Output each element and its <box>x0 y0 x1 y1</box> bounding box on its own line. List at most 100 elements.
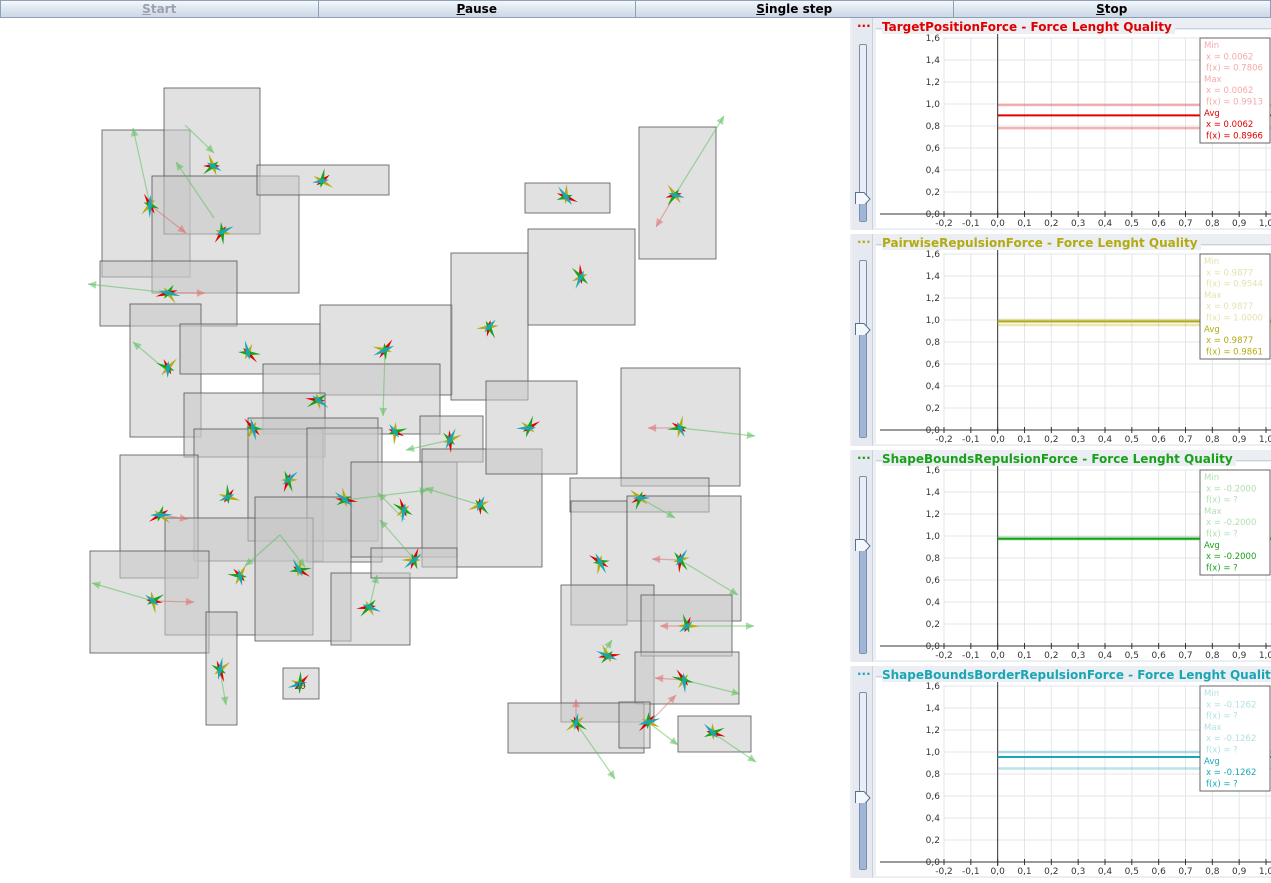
x-tick-label: -0,1 <box>962 435 980 444</box>
x-tick-label: 0,6 <box>1152 219 1167 228</box>
node-force-glyph[interactable] <box>145 591 165 614</box>
x-tick-label: 0,5 <box>1125 867 1139 876</box>
scale-slider-thumb[interactable] <box>855 539 871 552</box>
x-tick-label: 0,0 <box>991 435 1006 444</box>
single-step-button[interactable]: Single step <box>636 0 954 18</box>
legend-avg-fx: f(x) = ? <box>1206 779 1238 789</box>
node-force-glyph[interactable] <box>665 184 685 206</box>
shape-bounds-rect[interactable] <box>370 547 458 579</box>
force-quality-chart[interactable]: 0,0 0,2 0,4 0,6 0,8 1,0 1,2 1,4 1,6 -0,2 -0,1 0,0 0,… <box>876 234 1271 444</box>
node-force-glyph[interactable] <box>401 547 422 570</box>
node-force-glyph[interactable] <box>289 558 312 577</box>
legend-max-label: Max <box>1204 291 1222 301</box>
node-force-glyph[interactable] <box>148 505 173 524</box>
node-force-glyph[interactable] <box>281 470 298 493</box>
y-tick-label: 0,8 <box>926 770 941 780</box>
x-tick-label: 0,3 <box>1071 219 1085 228</box>
legend-avg-x: x = 0.0062 <box>1206 120 1253 130</box>
scale-slider-thumb[interactable] <box>855 323 871 336</box>
node-force-glyph[interactable] <box>588 553 610 575</box>
y-tick-label: 0,8 <box>926 554 941 564</box>
node-force-glyph[interactable] <box>673 549 690 573</box>
force-quality-chart[interactable]: 0,0 0,2 0,4 0,6 0,8 1,0 1,2 1,4 1,6 -0,2 -0,1 0,0 0,… <box>876 450 1271 660</box>
legend-avg-label: Avg <box>1204 757 1220 767</box>
y-tick-label: 1,6 <box>926 466 941 476</box>
node-force-glyph[interactable] <box>372 339 395 360</box>
node-force-glyph[interactable] <box>677 613 700 633</box>
node-force-glyph[interactable] <box>443 428 462 453</box>
panel-menu-button[interactable]: ... <box>857 16 871 30</box>
force-vector-arrow <box>369 574 379 606</box>
x-tick-label: 1,0 <box>1259 435 1271 444</box>
force-vector-arrow <box>149 204 187 234</box>
shape-bounds-rect[interactable] <box>485 380 578 475</box>
scale-slider-track[interactable] <box>859 692 867 870</box>
scale-slider-track[interactable] <box>859 44 867 222</box>
legend-max-label: Max <box>1204 723 1222 733</box>
node-force-glyph[interactable] <box>703 723 726 740</box>
force-vector-arrow <box>712 732 757 763</box>
node-force-glyph[interactable] <box>211 657 231 683</box>
x-tick-label: 1,0 <box>1259 867 1271 876</box>
node-force-glyph[interactable] <box>238 340 261 363</box>
node-force-glyph[interactable] <box>388 422 408 445</box>
scale-slider-track[interactable] <box>859 260 867 438</box>
scale-slider-thumb[interactable] <box>855 790 871 803</box>
force-vector-arrow <box>679 427 756 440</box>
node-force-glyph[interactable] <box>155 284 181 304</box>
node-force-glyph[interactable] <box>556 184 578 205</box>
x-tick-label: 0,7 <box>1178 219 1192 228</box>
node-force-glyph[interactable] <box>671 669 694 693</box>
x-tick-label: 0,9 <box>1232 219 1247 228</box>
node-force-glyph[interactable] <box>596 644 621 664</box>
force-vector-arrow <box>91 581 154 602</box>
node-force-glyph[interactable] <box>227 564 247 586</box>
force-vector-arrow <box>647 721 679 746</box>
scale-slider-track[interactable] <box>859 476 867 654</box>
stop-button[interactable]: Stop <box>953 0 1271 18</box>
node-force-glyph[interactable] <box>571 264 589 289</box>
shape-bounds-rect[interactable] <box>634 651 740 705</box>
y-tick-label: 0,2 <box>926 836 940 846</box>
node-force-glyph[interactable] <box>392 497 413 523</box>
node-force-glyph[interactable] <box>287 671 309 694</box>
node-force-glyph[interactable] <box>630 489 650 511</box>
start-label-post: tart <box>150 2 177 16</box>
force-vector-arrow <box>152 597 195 606</box>
node-force-glyph[interactable] <box>516 415 541 438</box>
node-force-glyph[interactable] <box>356 599 382 617</box>
force-chart-panel: ... 0,0 0,2 0,4 0,6 0,8 1,0 1,2 1,4 1,6 -0,2 -0,1 0,… <box>850 16 1271 230</box>
node-force-glyph[interactable] <box>244 418 263 441</box>
force-quality-chart[interactable]: 0,0 0,2 0,4 0,6 0,8 1,0 1,2 1,4 1,6 -0,2 -0,1 0,0 0,… <box>876 666 1271 876</box>
node-force-glyph[interactable] <box>667 415 687 438</box>
node-force-glyph[interactable] <box>476 319 499 339</box>
node-force-glyph[interactable] <box>565 713 588 733</box>
pause-label-mnemonic: P <box>456 2 466 16</box>
pause-button[interactable]: Pause <box>318 0 636 18</box>
start-button[interactable]: Start <box>0 0 319 18</box>
node-force-glyph[interactable] <box>156 358 177 378</box>
y-tick-label: 0,6 <box>926 144 941 154</box>
node-force-glyph[interactable] <box>214 222 234 245</box>
panel-menu-button[interactable]: ... <box>857 232 871 246</box>
y-tick-label: 1,0 <box>926 532 941 542</box>
panel-menu-button[interactable]: ... <box>857 448 871 462</box>
node-force-glyph[interactable] <box>638 712 661 732</box>
layout-simulation-canvas[interactable]: 20 <box>0 18 848 883</box>
y-tick-label: 1,4 <box>926 488 941 498</box>
force-quality-chart[interactable]: 0,0 0,2 0,4 0,6 0,8 1,0 1,2 1,4 1,6 -0,2 -0,1 0,0 0,… <box>876 18 1271 228</box>
node-force-glyph[interactable] <box>203 153 222 176</box>
panel-menu-button[interactable]: ... <box>857 664 871 678</box>
node-force-glyph[interactable] <box>218 484 241 504</box>
scale-slider-thumb[interactable] <box>855 191 871 204</box>
node-force-glyph[interactable] <box>468 496 490 515</box>
x-tick-label: 0,1 <box>1017 435 1031 444</box>
x-tick-label: 0,5 <box>1125 651 1139 660</box>
legend-avg-x: x = -0.2000 <box>1206 552 1256 562</box>
y-tick-label: 0,2 <box>926 188 940 198</box>
node-force-glyph[interactable] <box>305 393 329 410</box>
node-force-glyph[interactable] <box>334 487 358 507</box>
node-force-glyph[interactable] <box>141 193 160 218</box>
node-force-glyph[interactable] <box>312 168 334 188</box>
shape-bounds-layer <box>89 87 752 754</box>
